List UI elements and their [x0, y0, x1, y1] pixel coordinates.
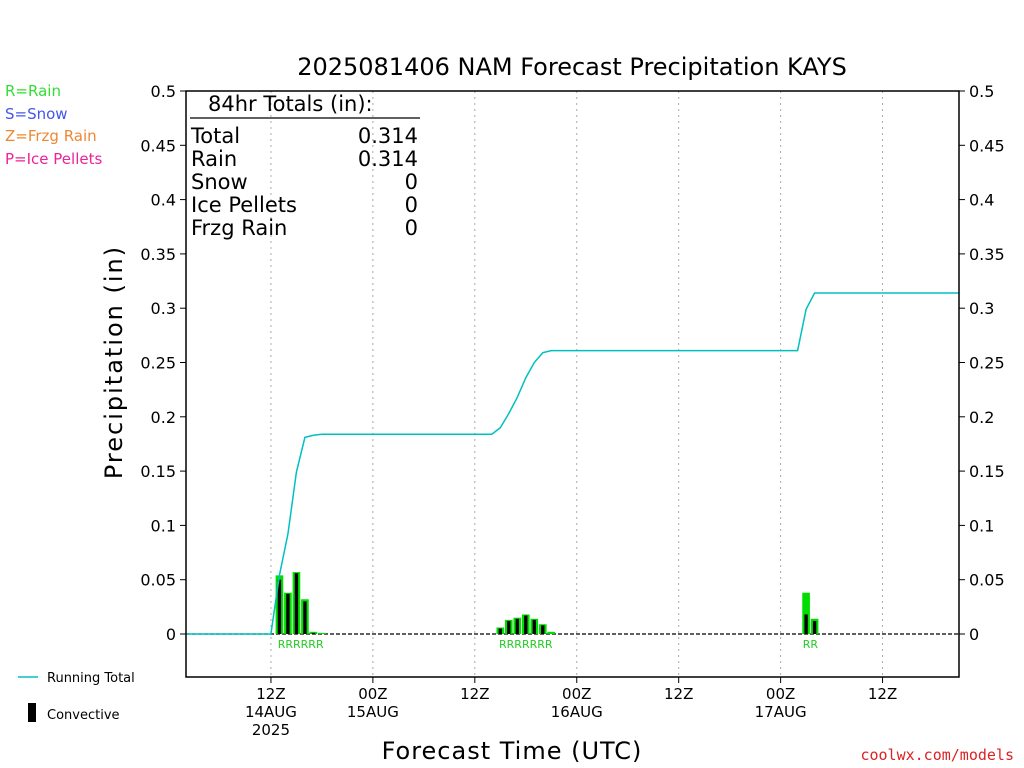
- running-total-line: [186, 292, 959, 635]
- convective-bar: [294, 573, 299, 634]
- y-tick-label-left: 0.35: [140, 245, 176, 264]
- precip-type-marker: RRRRRRR: [499, 638, 553, 651]
- x-axis-label: Forecast Time (UTC): [382, 737, 643, 765]
- totals-label-total: Total: [190, 124, 240, 148]
- x-tick-label: 16AUG: [551, 703, 603, 721]
- type-markers-layer: RRRRRR RRRRRRR RR: [278, 638, 819, 651]
- y-tick-label-right: 0.45: [969, 136, 1005, 155]
- totals-value-total: 0.314: [358, 124, 418, 148]
- convective-bar: [812, 620, 817, 634]
- convective-legend-swatch: [28, 703, 36, 722]
- convective-bar: [277, 579, 282, 634]
- site-credit: coolwx.com/models: [860, 746, 1014, 764]
- convective-legend-label: Convective: [47, 708, 120, 723]
- x-tick-label: 17AUG: [755, 703, 807, 721]
- legend-frzg-rain: Z=Frzg Rain: [5, 127, 97, 146]
- y-tick-label-right: 0.25: [969, 354, 1005, 373]
- precip-type-marker: RR: [803, 638, 819, 651]
- y-axis-right: 0 0.05 0.1 0.15 0.2 0.25 0.3 0.35 0.4 0.45 0.5: [959, 82, 1005, 644]
- running-total-layer: [186, 292, 959, 635]
- bars-layer: [275, 572, 819, 634]
- convective-bar: [515, 618, 519, 634]
- plot-frame: [185, 90, 960, 678]
- rain-bar: [547, 631, 556, 634]
- y-tick-label-left: 0.3: [151, 299, 176, 318]
- series-legend: Running Total Convective: [18, 671, 135, 723]
- convective-bar: [507, 620, 511, 634]
- rain-bar: [802, 592, 810, 634]
- y-tick-label-left: 0.25: [140, 354, 176, 373]
- legend-snow: S=Snow: [5, 104, 68, 123]
- convective-bar: [303, 601, 307, 634]
- y-tick-label-left: 0.5: [151, 82, 176, 101]
- totals-label-rain: Rain: [191, 147, 237, 171]
- y-tick-label-left: 0.15: [140, 462, 176, 481]
- running-total-legend-label: Running Total: [47, 671, 135, 686]
- chart-title: 2025081406 NAM Forecast Precipitation KA…: [297, 53, 847, 81]
- x-tick-label: 12Z: [664, 685, 693, 703]
- y-tick-label-left: 0.2: [151, 408, 176, 427]
- convective-bar: [311, 632, 316, 634]
- convective-bar: [541, 625, 545, 634]
- totals-value-frzg-rain: 0: [405, 216, 418, 240]
- convective-bar: [804, 614, 808, 634]
- convective-bar: [498, 628, 502, 634]
- y-tick-label-right: 0.35: [969, 245, 1005, 264]
- x-tick-label: 00Z: [358, 685, 387, 703]
- totals-value-ice-pellets: 0: [405, 193, 418, 217]
- y-tick-label-left: 0.1: [151, 516, 176, 535]
- y-tick-label-right: 0.5: [969, 82, 994, 101]
- x-tick-label: 14AUG: [245, 703, 297, 721]
- y-tick-label-left: 0.45: [140, 136, 176, 155]
- y-tick-label-left: 0.4: [151, 191, 176, 210]
- totals-box: 84hr Totals (in): Total 0.314 Rain 0.314…: [190, 92, 420, 240]
- x-tick-label: 00Z: [766, 685, 795, 703]
- totals-label-snow: Snow: [191, 170, 248, 194]
- y-tick-label-right: 0.1: [969, 516, 994, 535]
- y-tick-label-right: 0.15: [969, 462, 1005, 481]
- x-tick-label: 12Z: [868, 685, 897, 703]
- x-tick-label: 00Z: [562, 685, 591, 703]
- precip-type-marker: RRRRRR: [278, 638, 324, 651]
- precip-type-legend: R=Rain S=Snow Z=Frzg Rain P=Ice Pellets: [5, 80, 102, 171]
- x-tick-label: 12Z: [460, 685, 489, 703]
- legend-ice-pellets: P=Ice Pellets: [5, 150, 103, 169]
- x-tick-label: 15AUG: [347, 703, 399, 721]
- convective-bar: [532, 619, 536, 634]
- convective-bar: [524, 615, 528, 634]
- y-tick-label-right: 0.2: [969, 408, 994, 427]
- totals-label-ice-pellets: Ice Pellets: [191, 193, 297, 217]
- y-axis-label: Precipitation (in): [100, 245, 128, 479]
- totals-value-snow: 0: [405, 170, 418, 194]
- y-tick-label-left: 0.05: [140, 571, 176, 590]
- y-tick-label-right: 0.3: [969, 299, 994, 318]
- convective-bar: [286, 593, 290, 634]
- y-tick-label-right: 0.05: [969, 571, 1005, 590]
- x-tick-label: 2025: [252, 721, 290, 739]
- x-tick-label: 12Z: [256, 685, 285, 703]
- legend-rain: R=Rain: [5, 82, 61, 100]
- totals-value-rain: 0.314: [358, 147, 418, 171]
- rain-bar: [318, 632, 326, 634]
- y-tick-label-left: 0: [166, 625, 176, 644]
- y-axis-left: 0 0.05 0.1 0.15 0.2 0.25 0.3 0.35 0.4 0.45 0.5: [140, 82, 186, 644]
- totals-label-frzg-rain: Frzg Rain: [191, 216, 287, 240]
- y-tick-label-right: 0: [969, 625, 979, 644]
- grid-lines: [186, 91, 959, 677]
- totals-heading: 84hr Totals (in):: [208, 92, 373, 116]
- y-tick-label-right: 0.4: [969, 191, 994, 210]
